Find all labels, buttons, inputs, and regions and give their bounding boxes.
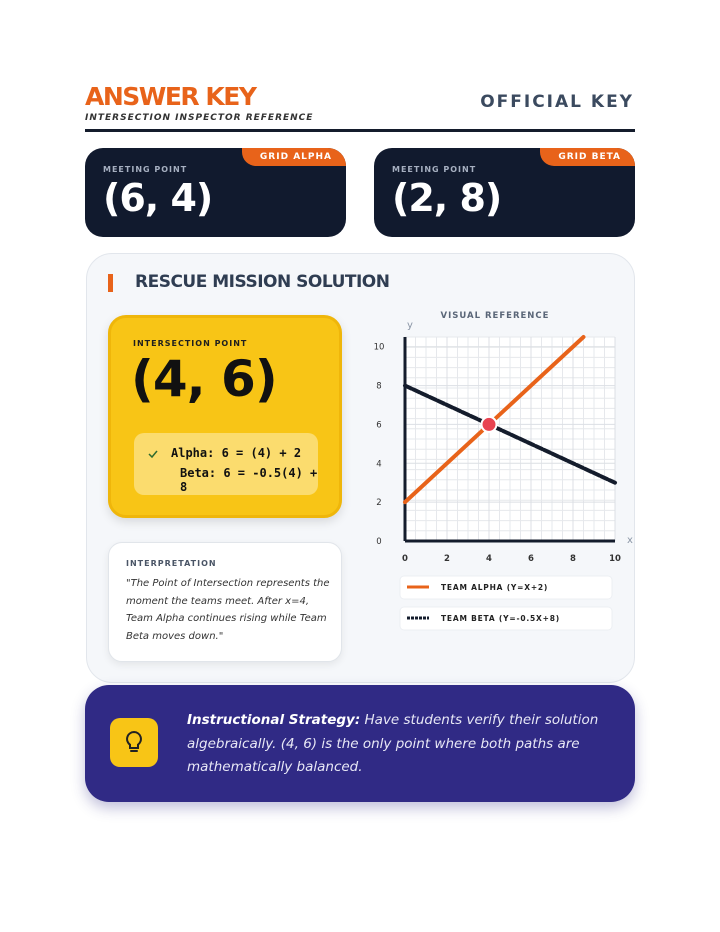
intersection-point [480,415,498,433]
badge: OFFICIAL KEY [480,92,634,112]
accent-bar [108,274,113,292]
card-value: (2, 8) [392,176,502,220]
y-tick-label: 8 [376,382,381,392]
legend-box [399,606,613,631]
strategy-banner: Instructional Strategy: Have students ve… [85,685,635,802]
card-tag: GRID ALPHA [241,148,346,166]
card: GRID ALPHA MEETING POINT (6, 4) [85,148,346,237]
title: ANSWER KEY [85,82,257,111]
subtitle: INTERSECTION INSPECTOR REFERENCE [85,113,314,123]
strategy-text: Instructional Strategy: Have students ve… [187,709,607,780]
panel-title: RESCUE MISSION SOLUTION [135,272,390,292]
x-tick-label: 0 [402,554,408,564]
y-tick-label: 0 [376,537,381,547]
rule [85,129,635,132]
card-tag: GRID BETA [540,148,635,166]
y-tick-label: 6 [376,420,381,430]
answer-box: INTERSECTION POINT (4, 6) Alpha: 6 = (4)… [108,315,342,518]
y-tick-label: 10 [374,343,385,353]
interpretation-label: INTERPRETATION [126,559,217,568]
y-tick-label: 2 [376,498,381,508]
legend-label: TEAM BETA (Y=-0.5X+8) [441,614,560,623]
x-tick-label: 4 [486,554,492,564]
legend-label: TEAM ALPHA (Y=X+2) [441,583,548,592]
answer: (4, 6) [131,350,278,408]
y-axis-label: y [407,320,413,331]
x-tick-label: 6 [528,554,534,564]
strategy-body: Have students verify their solution alge… [187,712,599,775]
legend-box [399,575,613,600]
card-label: MEETING POINT [392,165,477,174]
bulb [126,730,142,752]
check-line: Alpha: 6 = (4) + 2 [171,446,302,460]
interpretation-text: "The Point of Intersection represents th… [126,578,330,642]
strategy-label: Instructional Strategy: [187,712,361,728]
bulb-icon [110,718,158,767]
check-box: Alpha: 6 = (4) + 2 Beta: 6 = -0.5(4) + 8 [134,433,318,495]
x-axis-label: x [627,535,633,546]
x-tick-label: 8 [570,554,576,564]
check-icon [148,450,158,459]
card-value: (6, 4) [103,176,213,220]
card-label: MEETING POINT [103,165,188,174]
x-tick-label: 10 [609,554,621,564]
y-tick-label: 4 [376,459,381,469]
check-line: Beta: 6 = -0.5(4) + 8 [180,466,318,494]
chart-title: VISUAL REFERENCE [441,311,550,321]
chart: VISUAL REFERENCE 0 2 4 6 8 10 0 2 4 6 8 10 y x TEAM AL… [374,311,633,631]
answer-label: INTERSECTION POINT [133,339,248,348]
x-tick-label: 2 [444,554,450,564]
interpretation-box: INTERPRETATION "The Point of Intersectio… [108,542,342,662]
card: GRID BETA MEETING POINT (2, 8) [374,148,635,237]
series-line [403,383,617,485]
